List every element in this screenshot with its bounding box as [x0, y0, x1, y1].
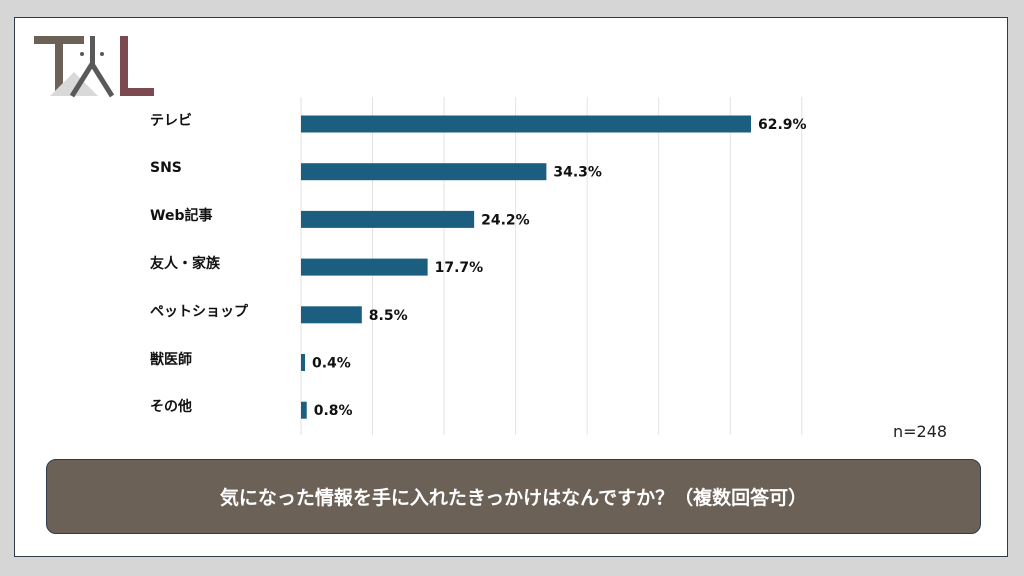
bar	[301, 354, 305, 371]
question-text: 気になった情報を手に入れたきっかけはなんですか？（複数回答可）	[219, 487, 808, 509]
category-label: 友人・家族	[150, 256, 220, 273]
question-box: 気になった情報を手に入れたきっかけはなんですか？（複数回答可）	[46, 459, 981, 534]
category-label: テレビ	[150, 113, 192, 129]
data-label: 17.7%	[435, 260, 484, 276]
category-label: SNS	[150, 159, 182, 176]
data-label: 34.3%	[553, 165, 602, 181]
sample-size: n=248	[893, 422, 948, 441]
data-label: 0.8%	[314, 403, 353, 419]
data-label: 24.2%	[481, 212, 530, 228]
category-label: その他	[150, 399, 192, 416]
bar	[301, 401, 307, 419]
bar	[301, 210, 475, 228]
category-label: 獣医師	[150, 351, 192, 368]
data-label: 0.4%	[312, 356, 351, 372]
bar	[301, 163, 547, 181]
category-label: ペットショップ	[150, 303, 248, 320]
data-label: 8.5%	[369, 308, 408, 324]
data-label: 62.9%	[758, 117, 807, 133]
bar	[301, 306, 362, 324]
bar	[301, 258, 428, 276]
category-label: Web記事	[150, 208, 213, 225]
tal-logo	[34, 36, 154, 98]
bar	[301, 115, 751, 133]
